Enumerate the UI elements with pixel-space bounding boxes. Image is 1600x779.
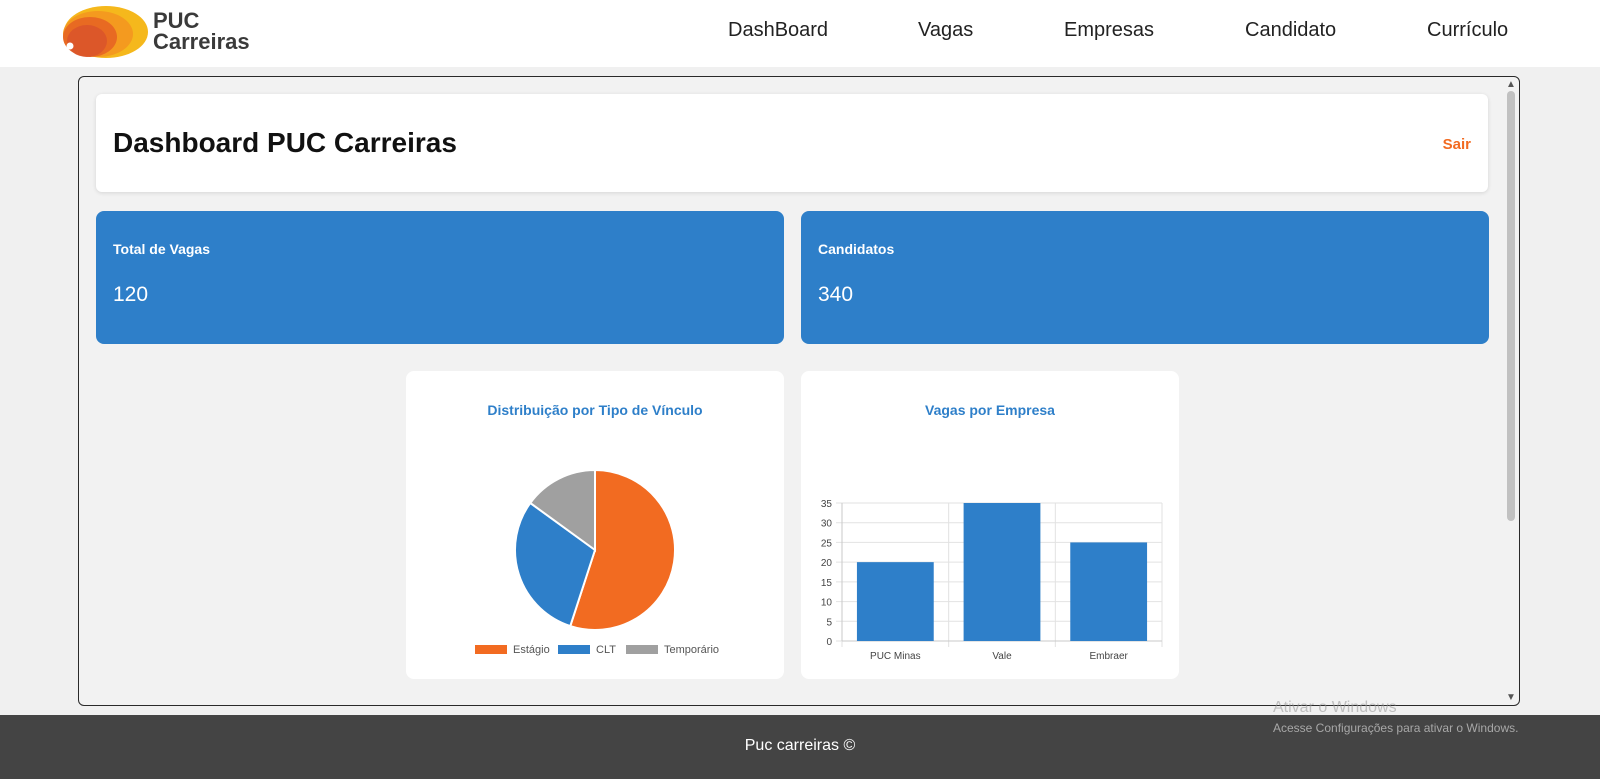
bar-chart: 0 5 10 15 20 25 30 35 PUC Minas Vale Embraer	[821, 499, 1163, 662]
nav-curriculo[interactable]: Currículo	[1427, 19, 1509, 41]
y-tick-label: 15	[821, 578, 833, 589]
brand-name: PUC Carreiras	[153, 8, 250, 54]
stat-label: Candidatos	[818, 241, 895, 257]
pie-chart: Estágio CLT Temporário	[475, 468, 719, 656]
legend-swatch	[475, 645, 507, 654]
top-navbar: PUC Carreiras DashBoard Vagas Empresas C…	[0, 0, 1600, 67]
stat-card-candidatos: Candidatos 340	[801, 211, 1489, 344]
x-tick-label: PUC Minas	[870, 651, 921, 662]
y-tick-label: 5	[826, 617, 832, 628]
y-tick-label: 20	[821, 558, 833, 569]
scrollbar[interactable]: ▲ ▼	[1503, 77, 1519, 705]
brand-line-1: PUC	[153, 8, 200, 33]
legend-label: Temporário	[664, 644, 719, 656]
legend-label: Estágio	[513, 644, 550, 656]
x-tick-label: Embraer	[1089, 651, 1128, 662]
pie-slice-temporário[interactable]	[528, 468, 596, 552]
y-tick-label: 10	[821, 598, 833, 609]
nav-empresas[interactable]: Empresas	[1064, 19, 1155, 41]
stat-value: 120	[113, 283, 149, 306]
stat-card-vagas: Total de Vagas 120	[96, 211, 784, 344]
legend-swatch	[558, 645, 590, 654]
nav-candidato[interactable]: Candidato	[1245, 19, 1337, 41]
os-activation-watermark-subtitle: Acesse Configurações para ativar o Windo…	[1273, 721, 1519, 735]
bar-chart-card: Vagas por Empresa 0 5 10 15 20 25 30 35 PUC Mina…	[801, 371, 1179, 679]
dashboard-frame: Dashboard PUC Carreiras Sair Total de Va…	[78, 76, 1520, 706]
title-card: Dashboard PUC Carreiras Sair	[96, 94, 1488, 192]
nav-dashboard[interactable]: DashBoard	[728, 19, 829, 41]
brand-logo[interactable]: PUC Carreiras	[60, 4, 270, 60]
pie-chart-card: Distribuição por Tipo de Vínculo Estágio…	[406, 371, 784, 679]
bar-chart-title: Vagas por Empresa	[925, 402, 1055, 418]
chevron-up-icon[interactable]: ▲	[1506, 79, 1516, 90]
legend-label: CLT	[596, 644, 616, 656]
y-tick-label: 35	[821, 499, 833, 510]
bar-puc-minas[interactable]	[856, 562, 934, 641]
stat-label: Total de Vagas	[113, 241, 210, 257]
scroll-thumb[interactable]	[1507, 91, 1515, 521]
pie-slice-clt[interactable]	[514, 501, 597, 628]
logout-link[interactable]: Sair	[1442, 136, 1471, 153]
logo-blob-icon	[63, 6, 148, 58]
x-tick-label: Vale	[992, 651, 1012, 662]
bar-embraer[interactable]	[1070, 542, 1148, 641]
os-activation-watermark-title: Ativar o Windows	[1273, 699, 1397, 716]
y-tick-label: 30	[821, 519, 833, 530]
pie-chart-title: Distribuição por Tipo de Vínculo	[487, 402, 703, 418]
y-tick-label: 25	[821, 538, 833, 549]
stat-value: 340	[818, 283, 854, 306]
page-title: Dashboard PUC Carreiras	[113, 127, 457, 158]
pie-slice-estágio[interactable]	[569, 468, 676, 631]
y-tick-label: 0	[826, 637, 832, 648]
bar-vale[interactable]	[963, 503, 1041, 641]
legend-swatch	[626, 645, 658, 654]
footer: Puc carreiras ©	[0, 715, 1600, 779]
brand-line-2: Carreiras	[153, 29, 250, 54]
nav-vagas[interactable]: Vagas	[918, 19, 974, 41]
footer-text: Puc carreiras ©	[744, 737, 856, 754]
chevron-down-icon[interactable]: ▼	[1506, 692, 1516, 703]
